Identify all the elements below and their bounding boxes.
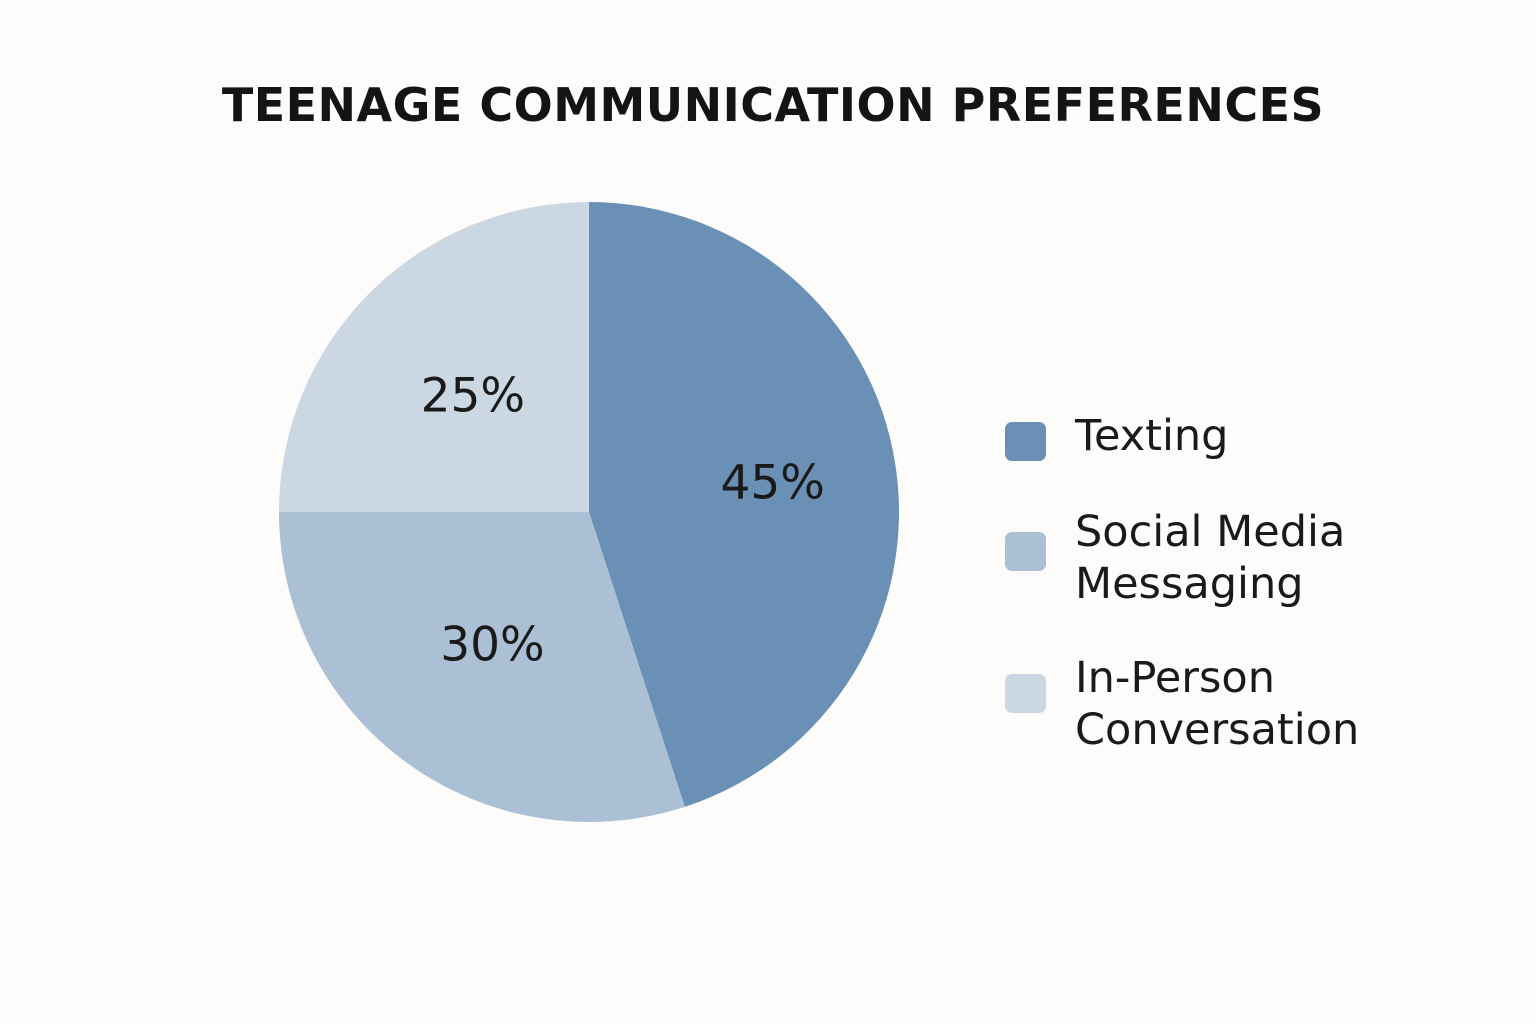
legend-swatch-social-media-messaging — [1005, 532, 1046, 571]
legend-label-in-person-conversation: In-Person Conversation — [1075, 653, 1360, 755]
legend-swatch-in-person-conversation — [1005, 674, 1046, 713]
pie-slice-labels: 45% 30% 25% — [421, 368, 825, 672]
legend-item-social-media-messaging: Social Media Messaging — [1005, 506, 1495, 610]
legend-item-texting: Texting — [1005, 410, 1495, 462]
pie-slice-texting — [589, 202, 900, 807]
chart-title: TEENAGE COMMUNICATION PREFERENCES — [221, 78, 1325, 132]
legend-label-texting: Texting — [1075, 411, 1229, 461]
pie-slices — [279, 202, 900, 823]
pie-slice-label-in-person-conversation: 25% — [421, 368, 525, 423]
pie-slice-social-media-messaging — [279, 512, 685, 823]
pie-slice-in-person-conversation — [279, 202, 589, 512]
legend-item-in-person-conversation: In-Person Conversation — [1005, 652, 1495, 756]
legend-swatch-texting — [1005, 422, 1046, 461]
pie-slice-label-texting: 45% — [720, 455, 824, 510]
legend-label-social-media-messaging: Social Media Messaging — [1075, 507, 1346, 609]
pie-slice-label-social-media-messaging: 30% — [440, 617, 544, 672]
